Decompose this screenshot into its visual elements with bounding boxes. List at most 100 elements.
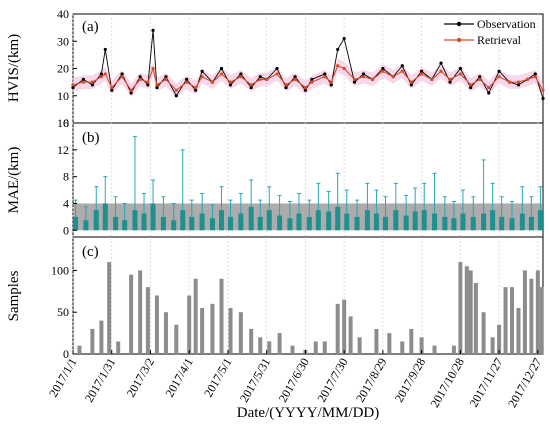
retrieval-point <box>210 80 215 84</box>
samples-bar <box>313 341 318 354</box>
retrieval-point <box>439 69 443 73</box>
observation-point <box>497 69 501 73</box>
retrieval-point <box>249 83 253 87</box>
observation-point <box>151 28 155 32</box>
mae-bar <box>344 213 350 231</box>
mae-bar <box>93 210 99 231</box>
mae-bar <box>238 213 244 231</box>
samples-bar <box>419 337 424 354</box>
panel-c-ylabel: Samples <box>6 270 22 321</box>
samples-bar <box>187 295 192 354</box>
samples-bar <box>357 337 362 354</box>
observation-point <box>219 66 224 71</box>
observation-point <box>352 80 357 84</box>
retrieval-point <box>185 80 189 84</box>
mae-bar <box>296 213 302 231</box>
observation-point <box>409 83 413 87</box>
observation-point <box>400 64 404 68</box>
retrieval-point <box>146 80 150 84</box>
mae-bar <box>248 206 254 231</box>
observation-point <box>310 77 314 81</box>
retrieval-point <box>381 69 385 73</box>
observation-point <box>138 75 142 79</box>
observation-point <box>448 80 452 84</box>
samples-bar <box>400 341 405 354</box>
retrieval-point <box>487 85 491 90</box>
retrieval-point <box>120 75 124 79</box>
samples-bar <box>539 287 544 354</box>
y-tick-label: 0 <box>63 116 69 130</box>
mae-bar <box>83 220 89 231</box>
panel-a-plot <box>71 28 545 101</box>
retrieval-spread-band <box>73 58 543 98</box>
samples-bar <box>145 287 150 354</box>
retrieval-point <box>409 80 413 84</box>
retrieval-point <box>239 75 243 79</box>
observation-point <box>194 88 198 92</box>
samples-bar <box>348 316 353 354</box>
x-tick-label: 2017/5/31 <box>237 356 273 405</box>
observation-point <box>239 72 243 76</box>
retrieval-point <box>258 77 262 81</box>
observation-point <box>478 75 482 79</box>
observation-point <box>90 83 94 87</box>
samples-bar <box>249 328 254 354</box>
mae-bar <box>326 211 332 231</box>
retrieval-point <box>81 80 85 84</box>
samples-bar <box>258 337 263 354</box>
samples-bar <box>490 337 495 354</box>
x-tick-label: 2017/12/27 <box>505 356 544 410</box>
observation-point <box>420 69 424 73</box>
observation-point <box>342 36 346 41</box>
samples-bar <box>193 278 198 354</box>
x-axis-ticks: 2017/1/1 2017/1/31 2017/3/2 2017/4/1 2017/5/… <box>46 350 544 410</box>
retrieval-point <box>430 77 434 81</box>
samples-bar <box>374 328 379 354</box>
mae-bar <box>460 213 466 231</box>
retrieval-point <box>293 77 297 81</box>
mae-bar <box>266 210 272 231</box>
retrieval-point <box>110 85 114 90</box>
mae-bar <box>228 216 234 231</box>
retrieval-point <box>129 88 133 92</box>
observation-point <box>284 85 288 90</box>
mae-bar <box>122 220 128 231</box>
mae-bar <box>382 216 388 231</box>
observation-point <box>439 61 443 65</box>
samples-bar <box>129 274 134 354</box>
x-axis-title: Date/(YYYY/MM/DD) <box>237 405 379 421</box>
observation-point <box>329 83 333 87</box>
retrieval-point <box>458 72 462 76</box>
y-tick-label: 30 <box>57 34 69 48</box>
samples-bar <box>409 328 414 354</box>
x-tick-label: 2017/1/1 <box>46 356 79 400</box>
retrieval-point <box>478 77 482 81</box>
retrieval-point <box>533 75 537 79</box>
mae-bar <box>209 218 215 231</box>
samples-bar <box>90 328 95 354</box>
samples-bar <box>529 278 534 354</box>
samples-bar <box>503 287 508 354</box>
samples-bar <box>107 262 112 354</box>
samples-bar <box>138 270 143 354</box>
observation-point <box>164 75 168 79</box>
mae-bar <box>102 203 108 231</box>
observation-point <box>293 75 297 79</box>
retrieval-point <box>174 88 178 92</box>
x-tick-label: 2017/3/2 <box>124 356 157 400</box>
observation-point <box>129 91 133 95</box>
samples-bar <box>481 312 486 354</box>
observation-point <box>303 88 308 92</box>
retrieval-point <box>71 83 75 87</box>
y-tick-label: 10 <box>57 89 69 103</box>
samples-bar <box>228 308 233 354</box>
mae-bar <box>393 210 399 231</box>
observation-point <box>174 94 178 98</box>
samples-bar <box>200 308 205 354</box>
mae-bar <box>421 210 427 231</box>
retrieval-point <box>303 85 308 90</box>
samples-bar <box>77 345 82 354</box>
mae-bar <box>141 213 147 231</box>
samples-bar <box>451 345 456 354</box>
